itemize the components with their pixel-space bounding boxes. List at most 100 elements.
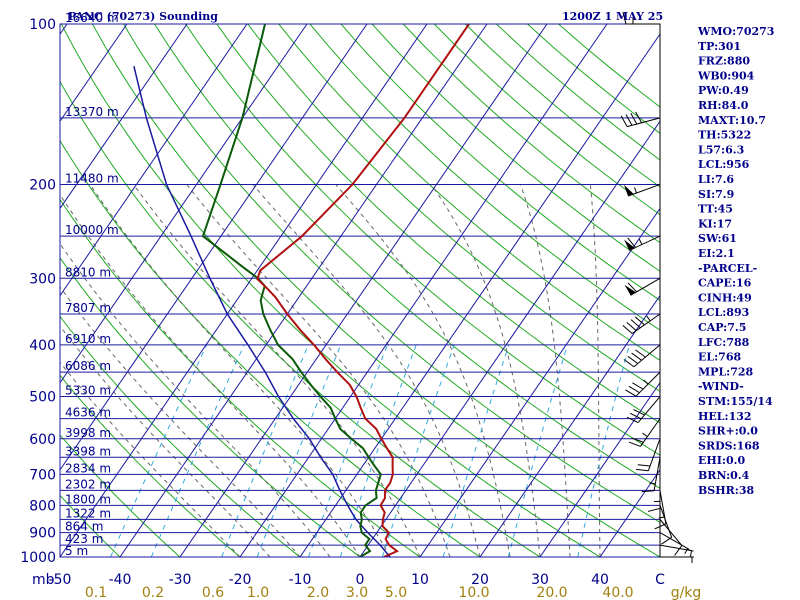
height-label: 11480 m	[65, 171, 119, 185]
height-label: 4636 m	[65, 406, 111, 420]
height-label: 7807 m	[65, 301, 111, 315]
mixing-ratio-tick-label: 40.0	[602, 585, 633, 600]
mixing-ratio-line	[150, 344, 245, 557]
dry-adiabat	[527, 24, 660, 134]
height-label: 3398 m	[65, 444, 111, 458]
mixing-ratio-tick-label: 0.6	[202, 585, 224, 600]
height-label: 6910 m	[65, 332, 111, 346]
wind-barb-flag	[627, 282, 637, 293]
wind-barb-flag	[622, 325, 633, 334]
height-label: 10000 m	[65, 223, 119, 237]
sounding-index-item: STM:155/14	[698, 395, 773, 408]
pressure-tick-label: 600	[29, 432, 56, 448]
wind-barb-flag	[626, 322, 637, 331]
pressure-tick-label: 500	[29, 390, 56, 406]
wind-barb-halfflag	[638, 238, 643, 245]
height-label: 423 m	[65, 532, 103, 546]
sounding-index-item: FRZ:880	[698, 55, 750, 68]
wind-barb-staff	[659, 532, 690, 551]
mixing-ratio-unit-label: g/kg	[671, 585, 702, 600]
wind-barb	[659, 532, 690, 555]
wind-barb-halfflag	[689, 550, 693, 557]
mixing-ratio-tick-label: 20.0	[536, 585, 567, 600]
temperature-tick-label: -20	[229, 572, 252, 588]
mixing-ratio-tick-label: 3.0	[346, 585, 368, 600]
height-label: 5330 m	[65, 384, 111, 398]
temperature-tick-label: -50	[49, 572, 72, 588]
height-label: 2302 m	[65, 477, 111, 491]
mixing-ratio-tick-label: 2.0	[307, 585, 329, 600]
mixing-ratio-line	[507, 344, 568, 557]
temperature-tick-label: -30	[169, 572, 192, 588]
isotherm-line	[479, 294, 660, 557]
isotherm-line	[179, 24, 548, 557]
height-label: 13370 m	[65, 105, 119, 119]
wind-barb	[660, 556, 694, 563]
wind-barb-staff	[659, 519, 683, 546]
wind-barb-staff	[653, 457, 661, 491]
pressure-tick-label: 1000	[20, 550, 56, 566]
wind-barb-staff	[659, 505, 673, 538]
wind-barb-flag	[674, 545, 683, 556]
sounding-index-item: SW:61	[698, 232, 737, 245]
wind-barb	[626, 396, 661, 424]
wind-barb-staff	[630, 277, 661, 296]
wind-barb-flag	[630, 113, 638, 125]
mixing-ratio-tick-label: 0.1	[85, 585, 107, 600]
temperature-tick-label: 30	[531, 572, 549, 588]
sounding-index-item: LCL:893	[698, 306, 749, 319]
sounding-index-item: BSHR:38	[698, 484, 754, 497]
wind-barb-flag	[628, 385, 640, 394]
pressure-tick-label: 700	[29, 467, 56, 483]
sounding-index-item: LI:7.6	[698, 173, 734, 186]
sounding-index-item: CINH:49	[698, 291, 752, 304]
height-label: 1322 m	[65, 506, 111, 520]
wind-barb-flag	[635, 111, 643, 124]
mixing-ratio-line	[221, 344, 309, 557]
wind-barb-flag	[627, 355, 639, 364]
height-label: 16640 m	[65, 11, 119, 25]
sounding-index-item: RH:84.0	[698, 99, 749, 112]
temperature-tick-label: -40	[109, 572, 132, 588]
isotherm-line	[60, 24, 308, 384]
wind-barb-flag	[636, 468, 649, 472]
wind-barb-flag	[630, 319, 641, 329]
pressure-tick-label: 200	[29, 177, 56, 193]
pressure-tick-label: 300	[29, 271, 56, 287]
wind-barb	[620, 111, 661, 128]
wind-barb-pennant	[623, 184, 634, 197]
mixing-ratio-tick-label: 5.0	[385, 585, 407, 600]
wind-barb	[623, 344, 661, 368]
isotherm-line	[60, 24, 428, 557]
sounding-time: 1200Z 1 MAY 25	[562, 10, 663, 23]
sounding-index-item: LCL:956	[698, 158, 750, 171]
wind-barb-flag	[630, 412, 642, 420]
wind-barb-pennant	[624, 284, 636, 296]
mixing-ratio-tick-label: 10.0	[458, 585, 489, 600]
wind-barb-flag	[632, 382, 644, 390]
wind-barb	[628, 418, 661, 447]
sounding-index-item: TT:45	[698, 203, 733, 216]
wind-barb	[647, 474, 661, 512]
dewpoint-trace	[201, 24, 382, 557]
sounding-index-item: TH:5322	[698, 129, 751, 142]
moist-adiabat	[519, 184, 571, 557]
moist-adiabat	[335, 184, 511, 557]
moist-adiabat	[133, 184, 421, 557]
wind-barb	[641, 457, 661, 493]
isotherm-line	[119, 24, 488, 557]
sounding-index-item: KI:17	[698, 217, 732, 230]
wind-barb-flag	[628, 441, 641, 447]
sounding-index-item: CAP:7.5	[698, 321, 746, 334]
pressure-unit-label: mb	[32, 572, 55, 588]
wind-barb-flag	[622, 11, 627, 25]
sounding-index-item: LFC:788	[698, 336, 750, 349]
sounding-index-item: MPL:728	[698, 365, 754, 378]
sounding-index-item: CAPE:16	[698, 277, 752, 290]
wind-barb-halfflag	[658, 516, 665, 519]
station-title: PANC (70273) Sounding	[68, 10, 218, 23]
height-label: 6086 m	[65, 359, 111, 373]
sounding-index-item: PW:0.49	[698, 84, 749, 97]
mixing-ratio-line	[381, 344, 455, 557]
wind-barb	[624, 235, 661, 251]
